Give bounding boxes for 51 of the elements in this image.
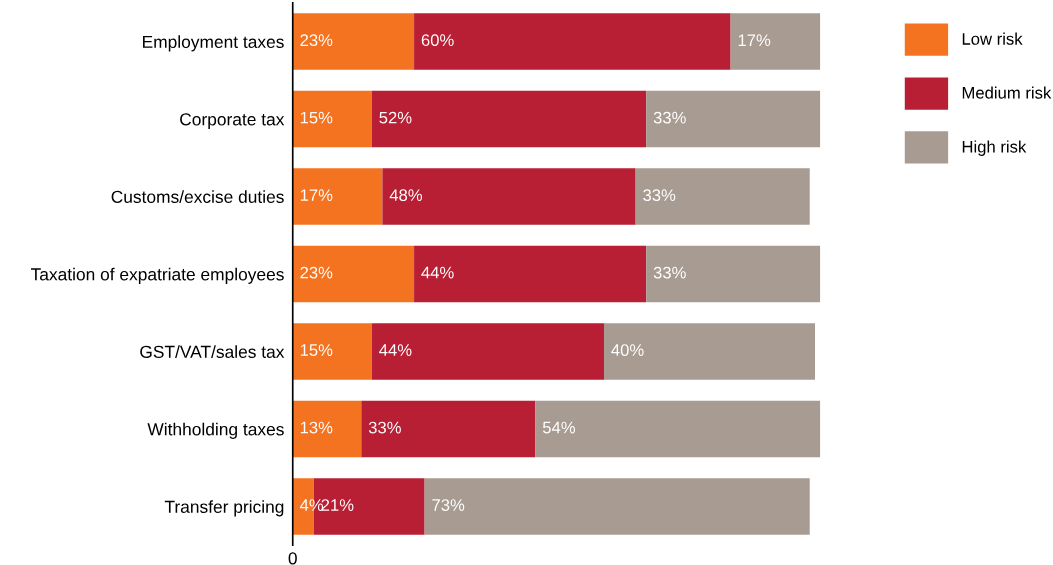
bar <box>292 323 372 380</box>
data-label: 17% <box>738 34 771 46</box>
data-label: 54% <box>542 421 576 434</box>
data-label: 15% <box>300 111 333 124</box>
bar <box>292 90 372 148</box>
data-label: 33% <box>368 421 401 434</box>
bar <box>371 323 604 380</box>
y-tick-label: Corporate tax <box>180 113 285 129</box>
legend-label: Medium risk <box>962 86 1052 99</box>
bar <box>292 13 415 70</box>
data-label: 13% <box>300 421 333 434</box>
data-label: 52% <box>379 111 412 124</box>
bar <box>603 323 816 380</box>
bar <box>361 400 536 458</box>
bar <box>371 90 647 148</box>
data-label: 48% <box>389 189 423 202</box>
data-label: 44% <box>421 266 454 279</box>
legend-label: Low risk <box>962 32 1023 45</box>
bar <box>414 13 731 70</box>
bar <box>382 168 636 225</box>
data-label: 73% <box>432 499 465 511</box>
data-label: 44% <box>379 344 412 356</box>
data-label: 40% <box>611 344 644 356</box>
text: 0 <box>288 552 297 565</box>
bar <box>292 168 383 225</box>
bar <box>635 168 810 225</box>
bar <box>292 400 362 458</box>
data-label: 4% <box>299 499 324 511</box>
data-label: 23% <box>300 266 333 279</box>
data-label: 15% <box>300 344 333 356</box>
data-label: 33% <box>643 189 676 202</box>
legend-label: High risk <box>962 140 1027 156</box>
bar <box>730 13 821 70</box>
data-label: 33% <box>653 111 686 124</box>
y-tick-label: Taxation of expatriate employees <box>31 267 284 284</box>
bar <box>414 245 647 303</box>
bar <box>424 478 810 535</box>
bar <box>535 400 821 458</box>
y-tick-label: GST/VAT/sales tax <box>140 345 285 358</box>
y-tick-label: Withholding taxes <box>147 422 284 439</box>
data-label: 17% <box>300 189 333 201</box>
data-label: 33% <box>653 266 686 279</box>
data-label: 23% <box>300 34 333 47</box>
y-tick-label: Transfer pricing <box>164 500 284 517</box>
y-tick-label: Employment taxes <box>143 35 284 52</box>
data-label: 21% <box>321 499 354 511</box>
bar <box>646 245 821 303</box>
bar <box>646 90 821 148</box>
bar <box>292 245 415 303</box>
data-label: 60% <box>421 34 454 47</box>
y-tick-label: Customs/excise duties <box>111 190 284 203</box>
